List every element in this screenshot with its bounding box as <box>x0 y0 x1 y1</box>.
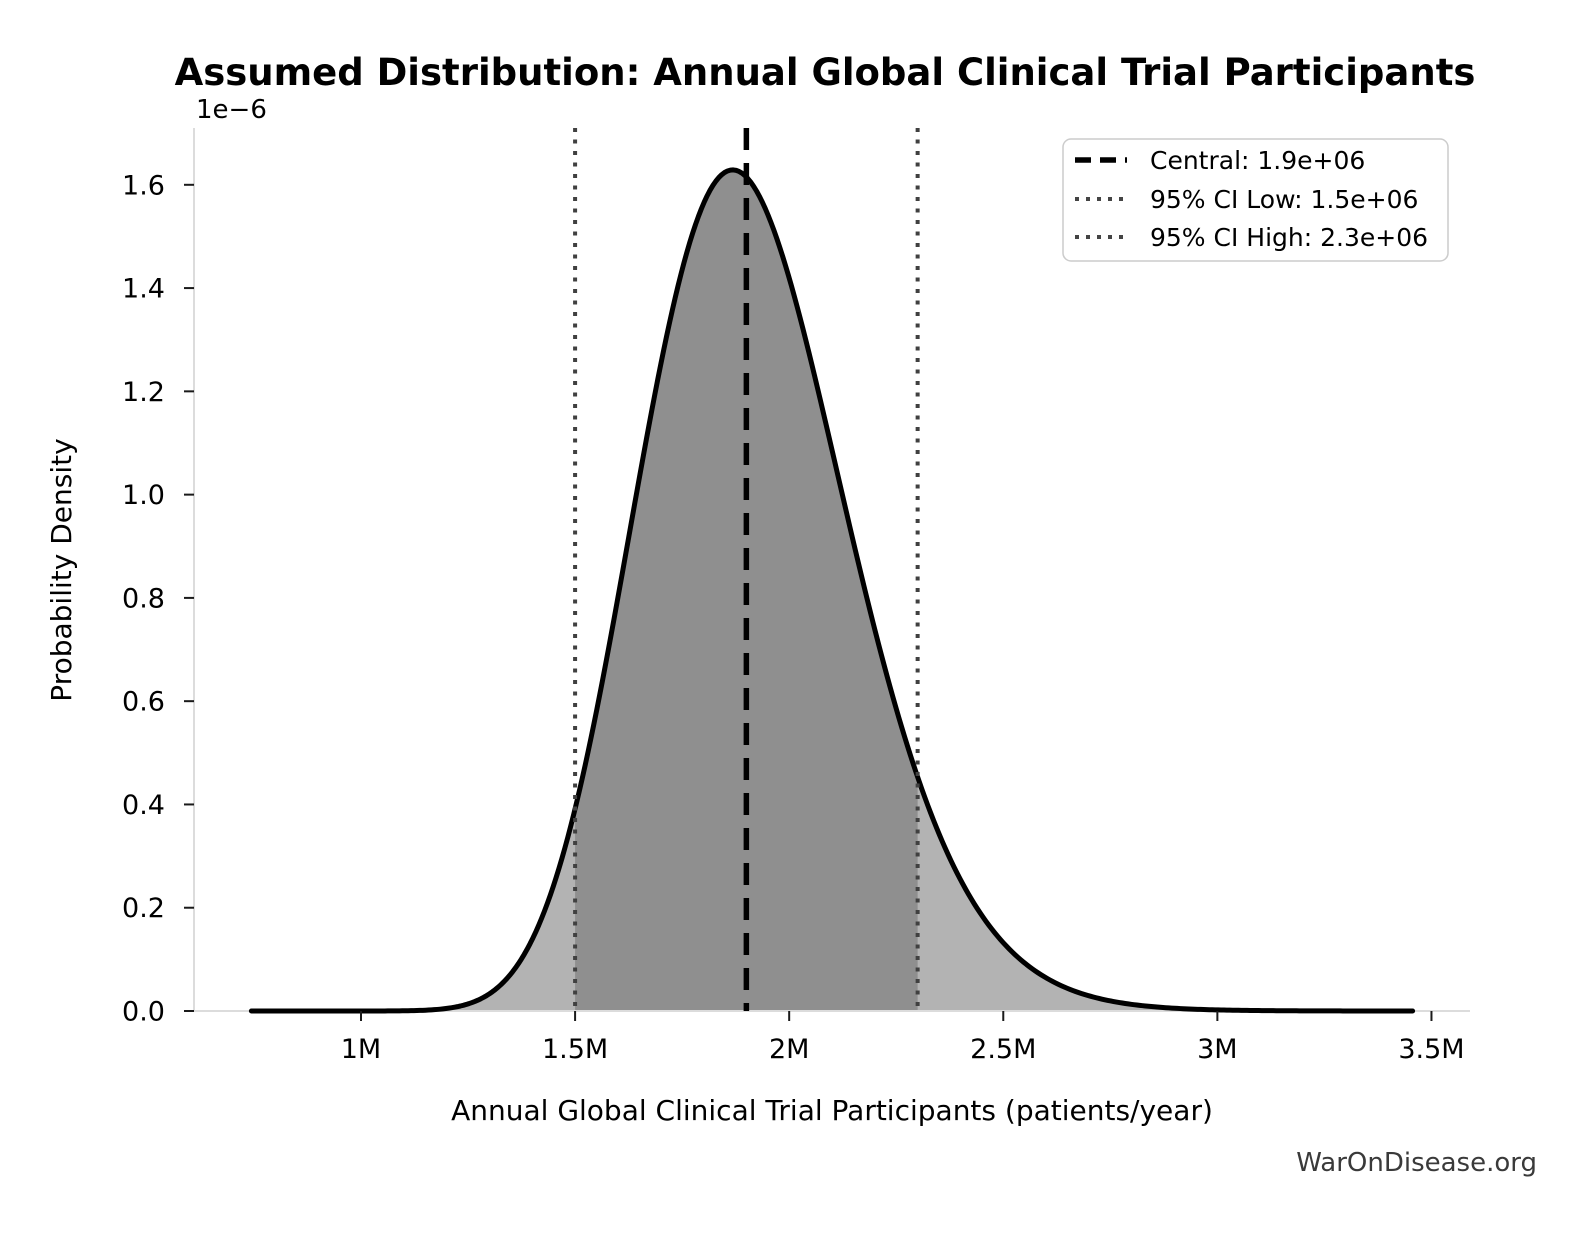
x-tick-label: 3M <box>1197 1034 1237 1065</box>
x-tick-label: 3.5M <box>1398 1034 1464 1065</box>
y-axis-label: Probability Density <box>45 438 78 701</box>
y-tick-label: 1.2 <box>122 377 165 408</box>
y-tick-label: 1.0 <box>122 480 165 511</box>
y-tick-label: 1.6 <box>122 170 165 201</box>
y-tick-label: 0.6 <box>122 687 165 718</box>
legend-item-ci-low: 95% CI Low: 1.5e+06 <box>1075 185 1418 214</box>
legend-item-ci-high: 95% CI High: 2.3e+06 <box>1075 223 1428 252</box>
plot-area: 1M 1.5M 2M 2.5M 3M 3.5M 0.0 0.2 0.4 0.6 0.8 1.0 1.2… <box>122 128 1470 1065</box>
y-tick-label: 1.4 <box>122 274 165 305</box>
density-curve <box>248 167 1416 1014</box>
x-tick-label: 1.5M <box>542 1034 608 1065</box>
legend-item-central: Central: 1.9e+06 <box>1075 146 1365 175</box>
x-ticks: 1M 1.5M 2M 2.5M 3M 3.5M <box>341 1011 1465 1065</box>
legend-label-central: Central: 1.9e+06 <box>1150 146 1365 175</box>
legend-box <box>1062 138 1449 262</box>
chart-title: Assumed Distribution: Annual Global Clin… <box>175 51 1476 94</box>
x-tick-label: 2.5M <box>970 1034 1036 1065</box>
legend-label-ci-high: 95% CI High: 2.3e+06 <box>1150 223 1428 252</box>
y-tick-label: 0.8 <box>122 583 165 614</box>
legend-label-ci-low: 95% CI Low: 1.5e+06 <box>1150 185 1418 214</box>
legend: Central: 1.9e+06 95% CI Low: 1.5e+06 95%… <box>1062 138 1449 262</box>
y-axis-offset-label: 1e−6 <box>196 95 267 125</box>
y-tick-label: 0.2 <box>122 893 165 924</box>
watermark: WarOnDisease.org <box>1296 1148 1537 1178</box>
y-ticks: 0.0 0.2 0.4 0.6 0.8 1.0 1.2 1.4 1.6 <box>122 170 194 1027</box>
y-tick-label: 0.4 <box>122 790 165 821</box>
x-tick-label: 1M <box>341 1034 381 1065</box>
x-tick-label: 2M <box>769 1034 809 1065</box>
y-tick-label: 0.0 <box>122 996 165 1027</box>
x-axis-label: Annual Global Clinical Trial Participant… <box>451 1094 1213 1127</box>
